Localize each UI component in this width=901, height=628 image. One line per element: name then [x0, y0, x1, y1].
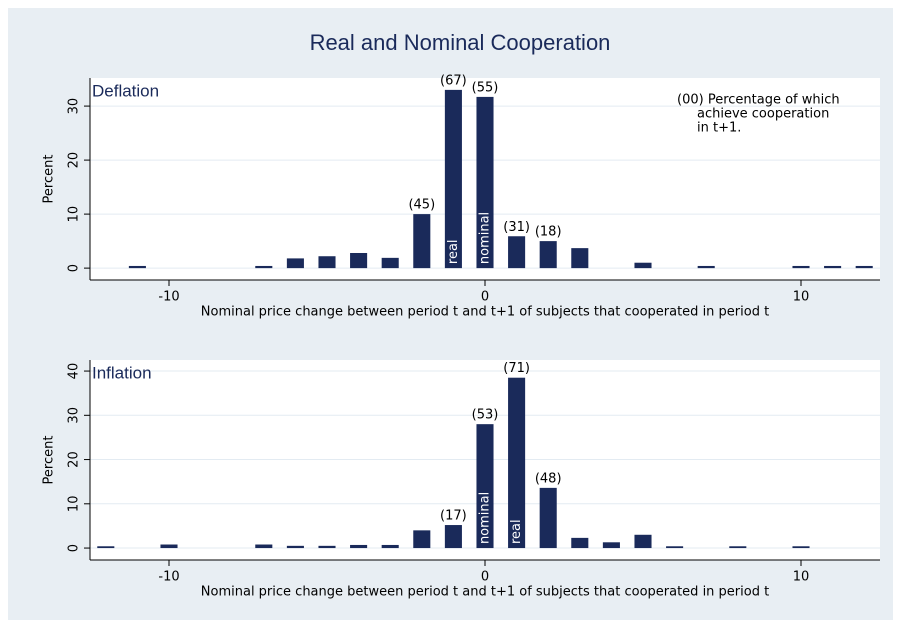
- bar-label: (55): [472, 80, 499, 95]
- y-tick-label: 0: [67, 544, 82, 552]
- bar: [381, 257, 399, 269]
- bar: [413, 530, 431, 549]
- bar: [350, 252, 368, 269]
- bar: [286, 545, 304, 549]
- x-tick-label: 0: [481, 290, 489, 305]
- note: achieve cooperation: [697, 107, 829, 122]
- bar: [855, 265, 873, 269]
- bar: [128, 265, 146, 269]
- bar-label: (71): [503, 361, 530, 376]
- x-axis-title: Nominal price change between period t an…: [201, 305, 769, 320]
- bar: [350, 544, 368, 549]
- x-axis-title: Nominal price change between period t an…: [201, 585, 769, 600]
- x-tick-label: -10: [158, 570, 179, 585]
- bar-label: (48): [535, 471, 562, 486]
- chart-title: Real and Nominal Cooperation: [310, 30, 611, 55]
- y-tick-label: 30: [67, 407, 82, 424]
- bar: [255, 265, 273, 269]
- bar: [286, 258, 304, 269]
- note: (00) Percentage of which: [677, 93, 840, 108]
- y-tick-label: 20: [67, 451, 82, 468]
- bar: [255, 544, 273, 549]
- bar: [666, 546, 684, 549]
- bar: [476, 424, 494, 549]
- bar: [318, 256, 336, 269]
- y-tick-label: 0: [67, 264, 82, 272]
- y-tick-label: 20: [67, 152, 82, 169]
- bar: [97, 546, 115, 549]
- bar: [634, 534, 652, 549]
- bar: [318, 545, 336, 549]
- y-axis-title: Percent: [42, 155, 57, 204]
- note: in t+1.: [697, 121, 741, 136]
- bar-label: (18): [535, 225, 562, 240]
- y-tick-label: 10: [67, 206, 82, 223]
- bar: [571, 248, 589, 269]
- bar: [539, 241, 557, 269]
- y-axis-title: Percent: [42, 436, 57, 485]
- bar: [571, 537, 589, 549]
- panel-label: Deflation: [92, 81, 159, 100]
- y-tick-label: 40: [67, 363, 82, 380]
- bar: [444, 89, 462, 269]
- bar: [697, 265, 715, 269]
- bar: [381, 544, 399, 549]
- bar-label: (53): [472, 408, 499, 423]
- bar-inner-label: nominal: [478, 492, 493, 544]
- x-tick-label: 10: [793, 290, 810, 305]
- panel-label: Inflation: [92, 363, 152, 382]
- x-tick-label: -10: [158, 290, 179, 305]
- bar: [160, 544, 178, 549]
- bar-inner-label: real: [509, 519, 524, 544]
- bar: [634, 262, 652, 269]
- bar-inner-label: real: [446, 239, 461, 264]
- y-tick-label: 10: [67, 496, 82, 513]
- bar: [508, 377, 526, 549]
- bar-label: (45): [408, 198, 435, 213]
- bar-label: (67): [440, 73, 467, 88]
- y-tick-label: 30: [67, 98, 82, 115]
- x-tick-label: 10: [793, 570, 810, 585]
- bar: [602, 542, 620, 549]
- bar: [508, 236, 526, 269]
- bar: [539, 487, 557, 549]
- bar: [413, 214, 431, 269]
- bar: [824, 265, 842, 269]
- bar: [476, 96, 494, 269]
- bar: [729, 546, 747, 549]
- bar: [792, 546, 810, 549]
- bar-label: (17): [440, 509, 467, 524]
- bar: [444, 525, 462, 549]
- x-tick-label: 0: [481, 570, 489, 585]
- bar-label: (31): [503, 220, 530, 235]
- bar: [792, 265, 810, 269]
- bar-inner-label: nominal: [478, 212, 493, 264]
